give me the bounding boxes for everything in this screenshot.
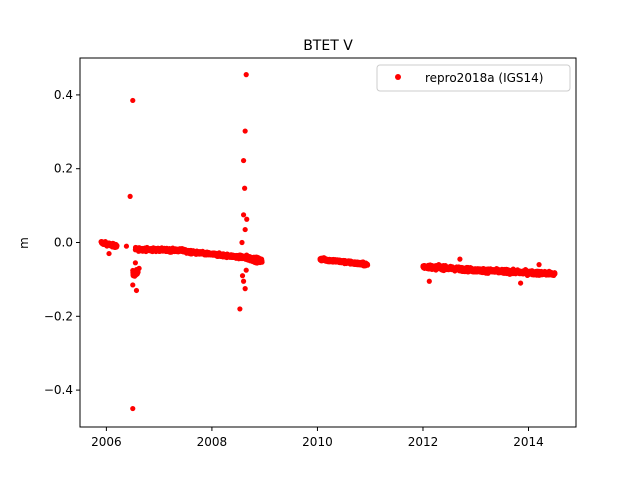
data-points — [98, 72, 558, 412]
data-point — [237, 306, 243, 312]
data-point — [242, 286, 248, 292]
x-tick-label: 2008 — [197, 435, 228, 449]
legend: repro2018a (IGS14) — [376, 64, 571, 92]
chart-title: BTET V — [303, 38, 353, 54]
x-tick-label: 2010 — [302, 435, 333, 449]
y-axis-label: m — [17, 237, 31, 249]
data-point — [106, 250, 112, 257]
data-point — [123, 243, 130, 249]
x-tick-label: 2006 — [91, 435, 122, 449]
data-point — [114, 243, 120, 249]
data-point — [239, 239, 245, 246]
data-point — [244, 216, 250, 222]
x-axis: 2006 2008 2010 2012 2014 — [91, 427, 544, 449]
data-point — [243, 267, 249, 273]
y-tick-label: −0.2 — [44, 309, 73, 323]
plot-area — [80, 58, 576, 427]
data-point — [130, 97, 136, 104]
y-axis: −0.4 −0.2 0.0 0.2 0.4 — [44, 88, 80, 397]
data-point — [259, 259, 265, 265]
data-point — [364, 262, 371, 268]
data-point — [240, 157, 247, 164]
y-tick-label: 0.2 — [54, 162, 73, 176]
data-point — [552, 271, 558, 277]
legend-label: repro2018a (IGS14) — [425, 71, 543, 85]
data-point — [130, 405, 136, 412]
data-point — [132, 260, 138, 266]
data-point — [242, 128, 248, 134]
data-point — [133, 287, 140, 294]
data-point — [457, 256, 463, 262]
y-tick-label: 0.4 — [54, 88, 73, 102]
data-point — [239, 273, 246, 279]
x-tick-label: 2014 — [513, 435, 544, 449]
legend-marker — [395, 74, 401, 80]
x-tick-label: 2012 — [408, 435, 439, 449]
y-tick-label: 0.0 — [54, 236, 73, 250]
data-point — [240, 212, 247, 218]
data-point — [242, 185, 248, 191]
data-point — [536, 262, 542, 268]
data-point — [243, 72, 249, 78]
data-point — [127, 193, 133, 199]
data-point — [240, 278, 247, 284]
data-point — [136, 265, 142, 271]
legend-box — [376, 64, 571, 92]
y-tick-label: −0.4 — [44, 383, 73, 397]
data-point — [426, 278, 432, 284]
data-point — [130, 282, 136, 288]
data-point — [242, 226, 248, 233]
data-point — [518, 280, 524, 286]
